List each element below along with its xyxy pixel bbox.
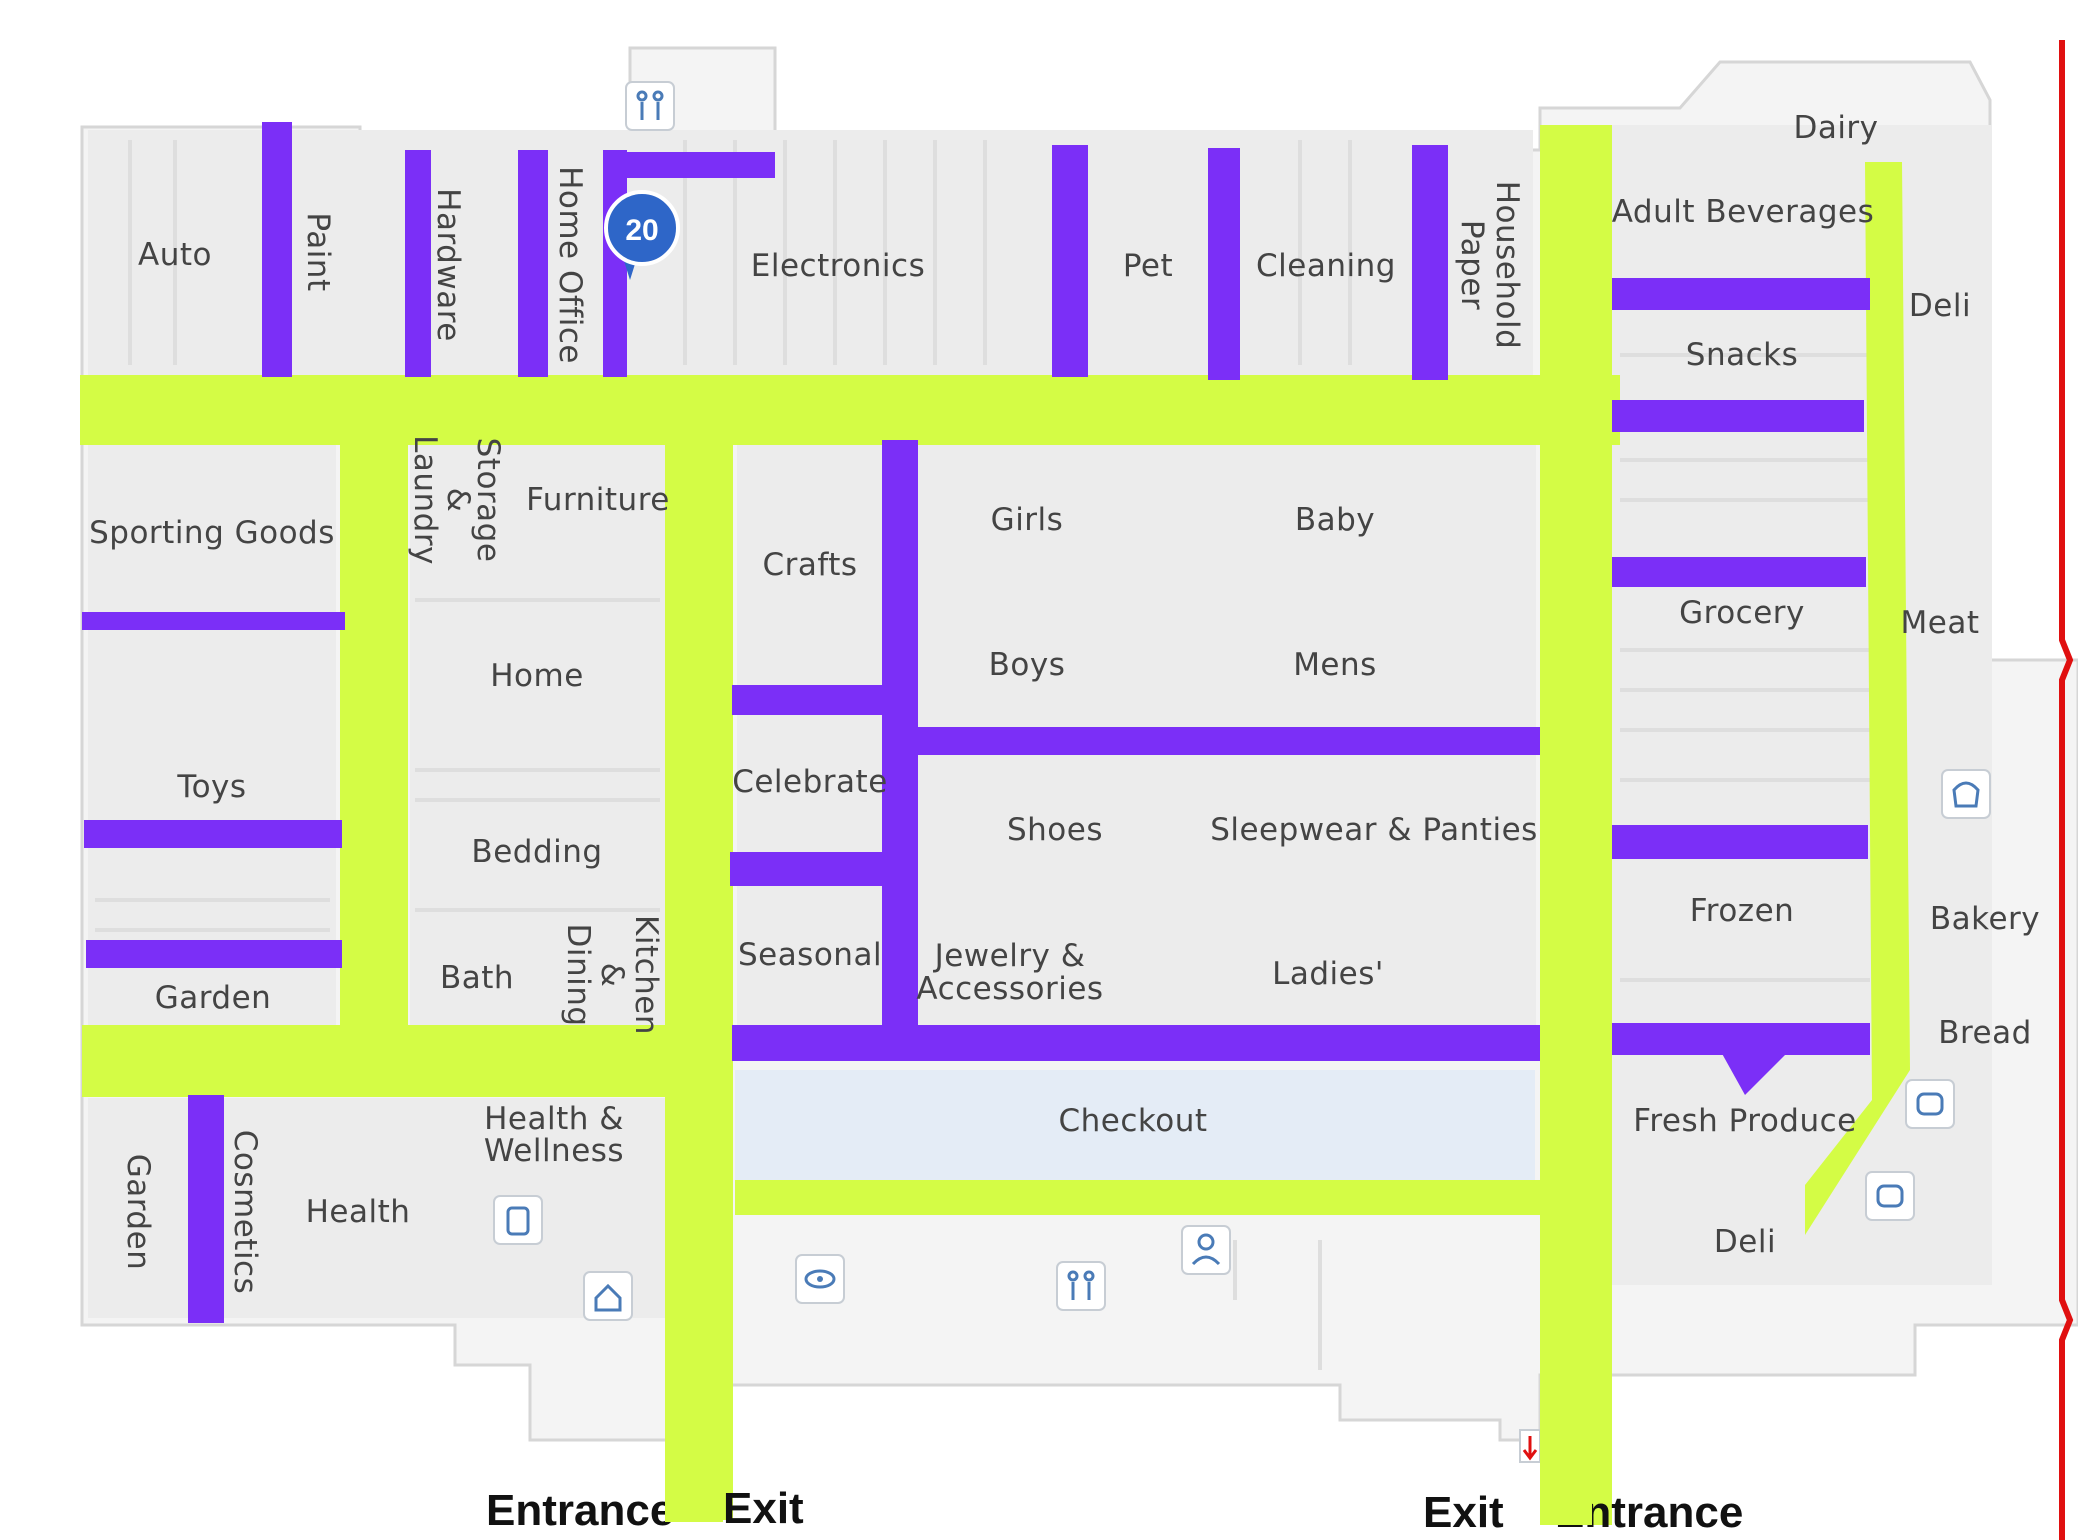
dept-cosmetics[interactable]: Cosmetics — [227, 1130, 263, 1295]
dept-hardware[interactable]: Hardware — [430, 188, 466, 342]
dept-storage-amp[interactable]: & — [440, 488, 476, 513]
main-aisle-top — [80, 375, 1620, 445]
dept-deli-top[interactable]: Deli — [1909, 288, 1971, 324]
dept-pet[interactable]: Pet — [1123, 248, 1173, 284]
main-aisle-checkout — [735, 1180, 1545, 1215]
arrow-down-icon — [1519, 1429, 1541, 1463]
dept-snacks[interactable]: Snacks — [1686, 337, 1798, 373]
dept-dairy[interactable]: Dairy — [1793, 110, 1878, 146]
main-aisle-grocery-right — [1805, 162, 1910, 1235]
dept-bedding[interactable]: Bedding — [471, 834, 602, 870]
dept-household[interactable]: Household — [1489, 181, 1525, 350]
pharmacy-icon[interactable] — [493, 1195, 543, 1245]
restroom-icon-2[interactable] — [1056, 1261, 1106, 1311]
dept-grocery[interactable]: Grocery — [1679, 595, 1805, 631]
dept-fresh-produce[interactable]: Fresh Produce — [1633, 1103, 1857, 1139]
fuel-icon[interactable] — [1865, 1171, 1915, 1221]
dept-adult-beverages[interactable]: Adult Beverages — [1612, 194, 1875, 230]
amenity-icons — [493, 81, 1991, 1463]
dept-seasonal[interactable]: Seasonal — [738, 937, 882, 973]
aisle-overlay-right — [1540, 1400, 1592, 1525]
department-labels: Auto Paint Hardware Home Office Electron… — [89, 110, 2040, 1294]
main-aisle-left-vertical — [340, 440, 408, 1030]
dept-dining-amp[interactable]: & — [594, 963, 630, 988]
dept-garden-vertical[interactable]: Garden — [120, 1154, 156, 1271]
vision-center-icon[interactable] — [795, 1254, 845, 1304]
aisle-overlay-left — [665, 1400, 723, 1522]
main-aisle-entrance-right — [1540, 125, 1612, 1525]
dept-laundry[interactable]: Laundry — [407, 435, 443, 565]
dept-mens[interactable]: Mens — [1293, 647, 1377, 683]
dept-sporting-goods[interactable]: Sporting Goods — [89, 515, 335, 551]
dept-shoes[interactable]: Shoes — [1007, 812, 1103, 848]
dept-celebrate[interactable]: Celebrate — [732, 764, 888, 800]
dept-boys[interactable]: Boys — [989, 647, 1066, 683]
dept-health[interactable]: Health — [306, 1194, 411, 1230]
dept-meat[interactable]: Meat — [1901, 605, 1980, 641]
dept-bath[interactable]: Bath — [440, 960, 514, 996]
dept-paint[interactable]: Paint — [300, 212, 336, 291]
dept-auto[interactable]: Auto — [138, 237, 212, 273]
dept-health-wellness[interactable]: Health & — [484, 1101, 624, 1137]
dept-toys[interactable]: Toys — [176, 769, 246, 805]
aisle-badge-number: 20 — [625, 214, 658, 247]
dept-storage[interactable]: Storage — [470, 438, 506, 563]
aisle-badge[interactable]: 20 — [604, 190, 680, 280]
dept-ladies[interactable]: Ladies' — [1272, 956, 1384, 992]
side-aisles — [82, 122, 1870, 1323]
exit-right-label[interactable]: Exit — [1423, 1488, 1504, 1537]
dept-baby[interactable]: Baby — [1295, 502, 1375, 538]
entrance-left-label[interactable]: Entrance — [486, 1486, 674, 1535]
dept-garden-left[interactable]: Garden — [155, 980, 272, 1016]
dept-bread[interactable]: Bread — [1938, 1015, 2032, 1051]
dept-wellness[interactable]: Wellness — [484, 1133, 624, 1169]
exit-left-label[interactable]: Exit — [723, 1484, 804, 1533]
dept-jewelry[interactable]: Jewelry & — [933, 938, 1086, 974]
main-aisle-entrance-left — [665, 440, 733, 1520]
dept-bakery[interactable]: Bakery — [1930, 901, 2040, 937]
dept-accessories[interactable]: Accessories — [916, 971, 1103, 1007]
dept-deli-bottom[interactable]: Deli — [1714, 1224, 1776, 1260]
dept-home-office[interactable]: Home Office — [552, 166, 588, 364]
main-aisle-lower-left — [82, 1025, 732, 1097]
store-boundary-line — [2059, 40, 2074, 1540]
dept-frozen[interactable]: Frozen — [1690, 893, 1795, 929]
home-services-icon[interactable] — [583, 1271, 633, 1321]
restroom-icon[interactable] — [625, 81, 675, 131]
dept-dining[interactable]: Dining — [560, 923, 596, 1026]
dept-crafts[interactable]: Crafts — [762, 547, 857, 583]
main-aisles — [80, 125, 1910, 1525]
dept-cleaning[interactable]: Cleaning — [1256, 248, 1396, 284]
dept-paper[interactable]: Paper — [1454, 220, 1490, 310]
dept-girls[interactable]: Girls — [991, 502, 1064, 538]
customer-service-icon[interactable] — [1181, 1225, 1231, 1275]
dept-checkout[interactable]: Checkout — [1058, 1103, 1207, 1139]
dept-sleepwear-panties[interactable]: Sleepwear & Panties — [1210, 812, 1538, 848]
dept-kitchen[interactable]: Kitchen — [628, 915, 664, 1035]
deli-counter-icon[interactable] — [1941, 769, 1991, 819]
dept-furniture[interactable]: Furniture — [526, 482, 670, 518]
bakery-counter-icon[interactable] — [1905, 1079, 1955, 1129]
dept-home[interactable]: Home — [490, 658, 584, 694]
dept-electronics[interactable]: Electronics — [751, 248, 925, 284]
